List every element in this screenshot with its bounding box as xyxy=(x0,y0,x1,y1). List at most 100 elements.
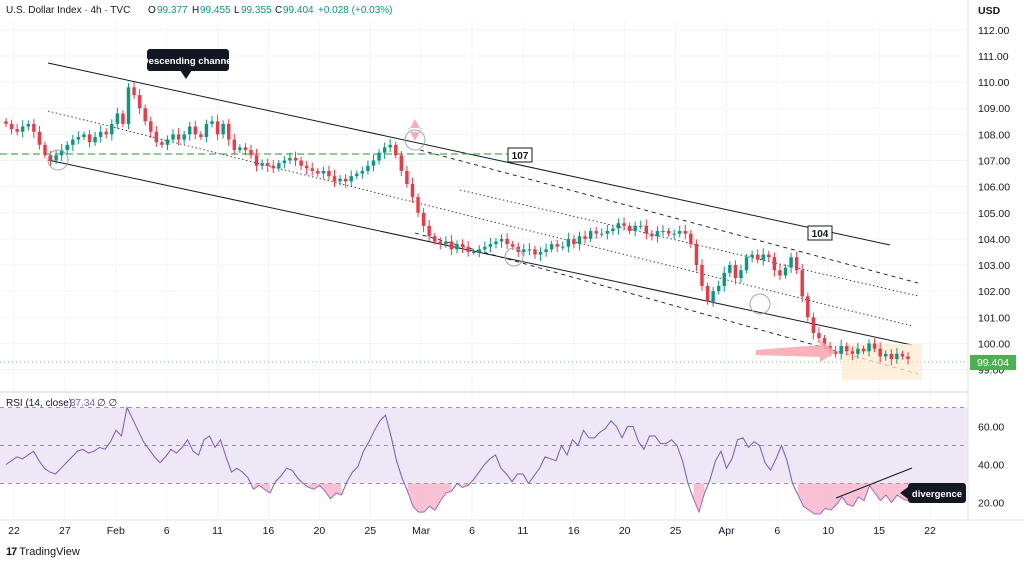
candle-body xyxy=(650,233,654,237)
candle-body xyxy=(767,254,771,258)
candle-body xyxy=(104,131,108,135)
candle-body xyxy=(878,348,882,357)
candle-body xyxy=(522,249,526,252)
divergence-callout-text: divergence xyxy=(912,489,962,500)
channel-midline xyxy=(47,110,913,327)
candle-body xyxy=(149,121,153,132)
candle-body xyxy=(282,160,287,164)
candle-body xyxy=(555,244,559,247)
candle-body xyxy=(633,225,637,232)
x-tick-label: 22 xyxy=(8,525,20,537)
candle-body xyxy=(661,231,665,233)
x-tick-label: 25 xyxy=(670,525,682,537)
price-y-tick: 110.00 xyxy=(978,77,1009,89)
x-tick-label: 6 xyxy=(774,525,780,537)
candle-body xyxy=(622,223,626,226)
candle-body xyxy=(32,123,36,132)
candle-body xyxy=(806,296,810,318)
candle-body xyxy=(9,123,14,130)
candle-body xyxy=(755,254,760,260)
candle-body xyxy=(861,348,866,352)
candle-body xyxy=(288,157,292,161)
touch-circle-mid-mar xyxy=(504,247,524,267)
candle-body xyxy=(193,126,198,135)
candle-body xyxy=(132,87,136,96)
candle-body xyxy=(678,231,682,234)
candle-body xyxy=(494,241,498,245)
candle-body xyxy=(850,351,855,354)
candle-body xyxy=(171,134,175,140)
candle-body xyxy=(377,152,381,161)
rsi-oversold-area xyxy=(462,483,468,488)
close-value: 99.404 xyxy=(283,5,314,16)
candle-body xyxy=(794,257,799,271)
candle-body xyxy=(59,150,64,156)
x-tick-label: 11 xyxy=(212,525,223,537)
tag-107-box xyxy=(507,147,533,163)
subchannel-upper-line xyxy=(419,149,919,284)
candle-body xyxy=(588,231,593,239)
price-tag: 99.404 xyxy=(970,355,1016,370)
candle-body xyxy=(600,233,604,235)
candle-body xyxy=(800,270,804,297)
price-y-tick: 102.00 xyxy=(978,286,1010,298)
channel-callout-pointer xyxy=(180,70,192,79)
candle-body xyxy=(188,126,192,135)
tradingview-logo[interactable]: 17 TradingView xyxy=(6,546,80,558)
price-y-tick: 105.00 xyxy=(978,208,1010,220)
close-label: C xyxy=(275,5,282,16)
candle-body xyxy=(204,123,209,137)
candle-body xyxy=(716,285,721,292)
candle-body xyxy=(700,265,704,286)
candle-body xyxy=(544,249,548,252)
candle-body xyxy=(360,170,365,174)
candle-body xyxy=(572,238,576,245)
x-tick-label: 16 xyxy=(263,525,275,537)
candle-body xyxy=(82,134,86,137)
candle-body xyxy=(455,244,459,250)
candle-body xyxy=(399,155,404,171)
candle-body xyxy=(833,351,838,354)
rsi-y-ticks: 20.00 40.00 60.00 xyxy=(978,422,1004,510)
candle-body xyxy=(460,244,465,247)
candle-body xyxy=(54,155,58,161)
symbol-title: U.S. Dollar Index · 4h · TVC xyxy=(6,5,130,16)
rsi-y-tick: 40.00 xyxy=(978,460,1004,472)
candle-body xyxy=(427,225,431,237)
candle-body xyxy=(733,265,738,279)
candle-body xyxy=(321,170,326,174)
rsi-oversold-area xyxy=(407,483,452,512)
candle-body xyxy=(466,246,470,252)
candle-body xyxy=(744,257,749,271)
price-y-tick: 101.00 xyxy=(978,312,1010,324)
candle-body xyxy=(15,129,19,132)
candle-body xyxy=(215,121,220,135)
candle-body xyxy=(594,231,598,234)
candle-body xyxy=(355,173,359,177)
subchannel-lower-line xyxy=(414,232,919,375)
candle-body xyxy=(900,353,905,357)
candle-body xyxy=(98,131,103,137)
candle-body xyxy=(293,157,298,161)
candle-body xyxy=(906,356,910,360)
candle-body xyxy=(471,251,476,253)
candle-body xyxy=(811,317,816,333)
price-y-tick: 109.00 xyxy=(978,103,1010,115)
candle-body xyxy=(477,249,481,252)
candle-body xyxy=(366,165,370,171)
candle-body xyxy=(410,184,415,198)
candle-body xyxy=(449,241,454,250)
candle-body xyxy=(772,257,777,271)
candle-body xyxy=(689,233,693,245)
arrow-right-icon xyxy=(756,340,836,362)
high-value: 99.455 xyxy=(200,5,231,16)
candle-body xyxy=(93,136,97,143)
candle-body xyxy=(243,147,248,151)
x-tick-label: 11 xyxy=(517,525,528,537)
markers xyxy=(47,119,836,362)
channel-lower-line xyxy=(47,159,913,346)
candle-body xyxy=(639,225,643,227)
candle-body xyxy=(382,147,387,153)
touch-circle-apr xyxy=(749,293,771,315)
candle-body xyxy=(71,139,75,145)
